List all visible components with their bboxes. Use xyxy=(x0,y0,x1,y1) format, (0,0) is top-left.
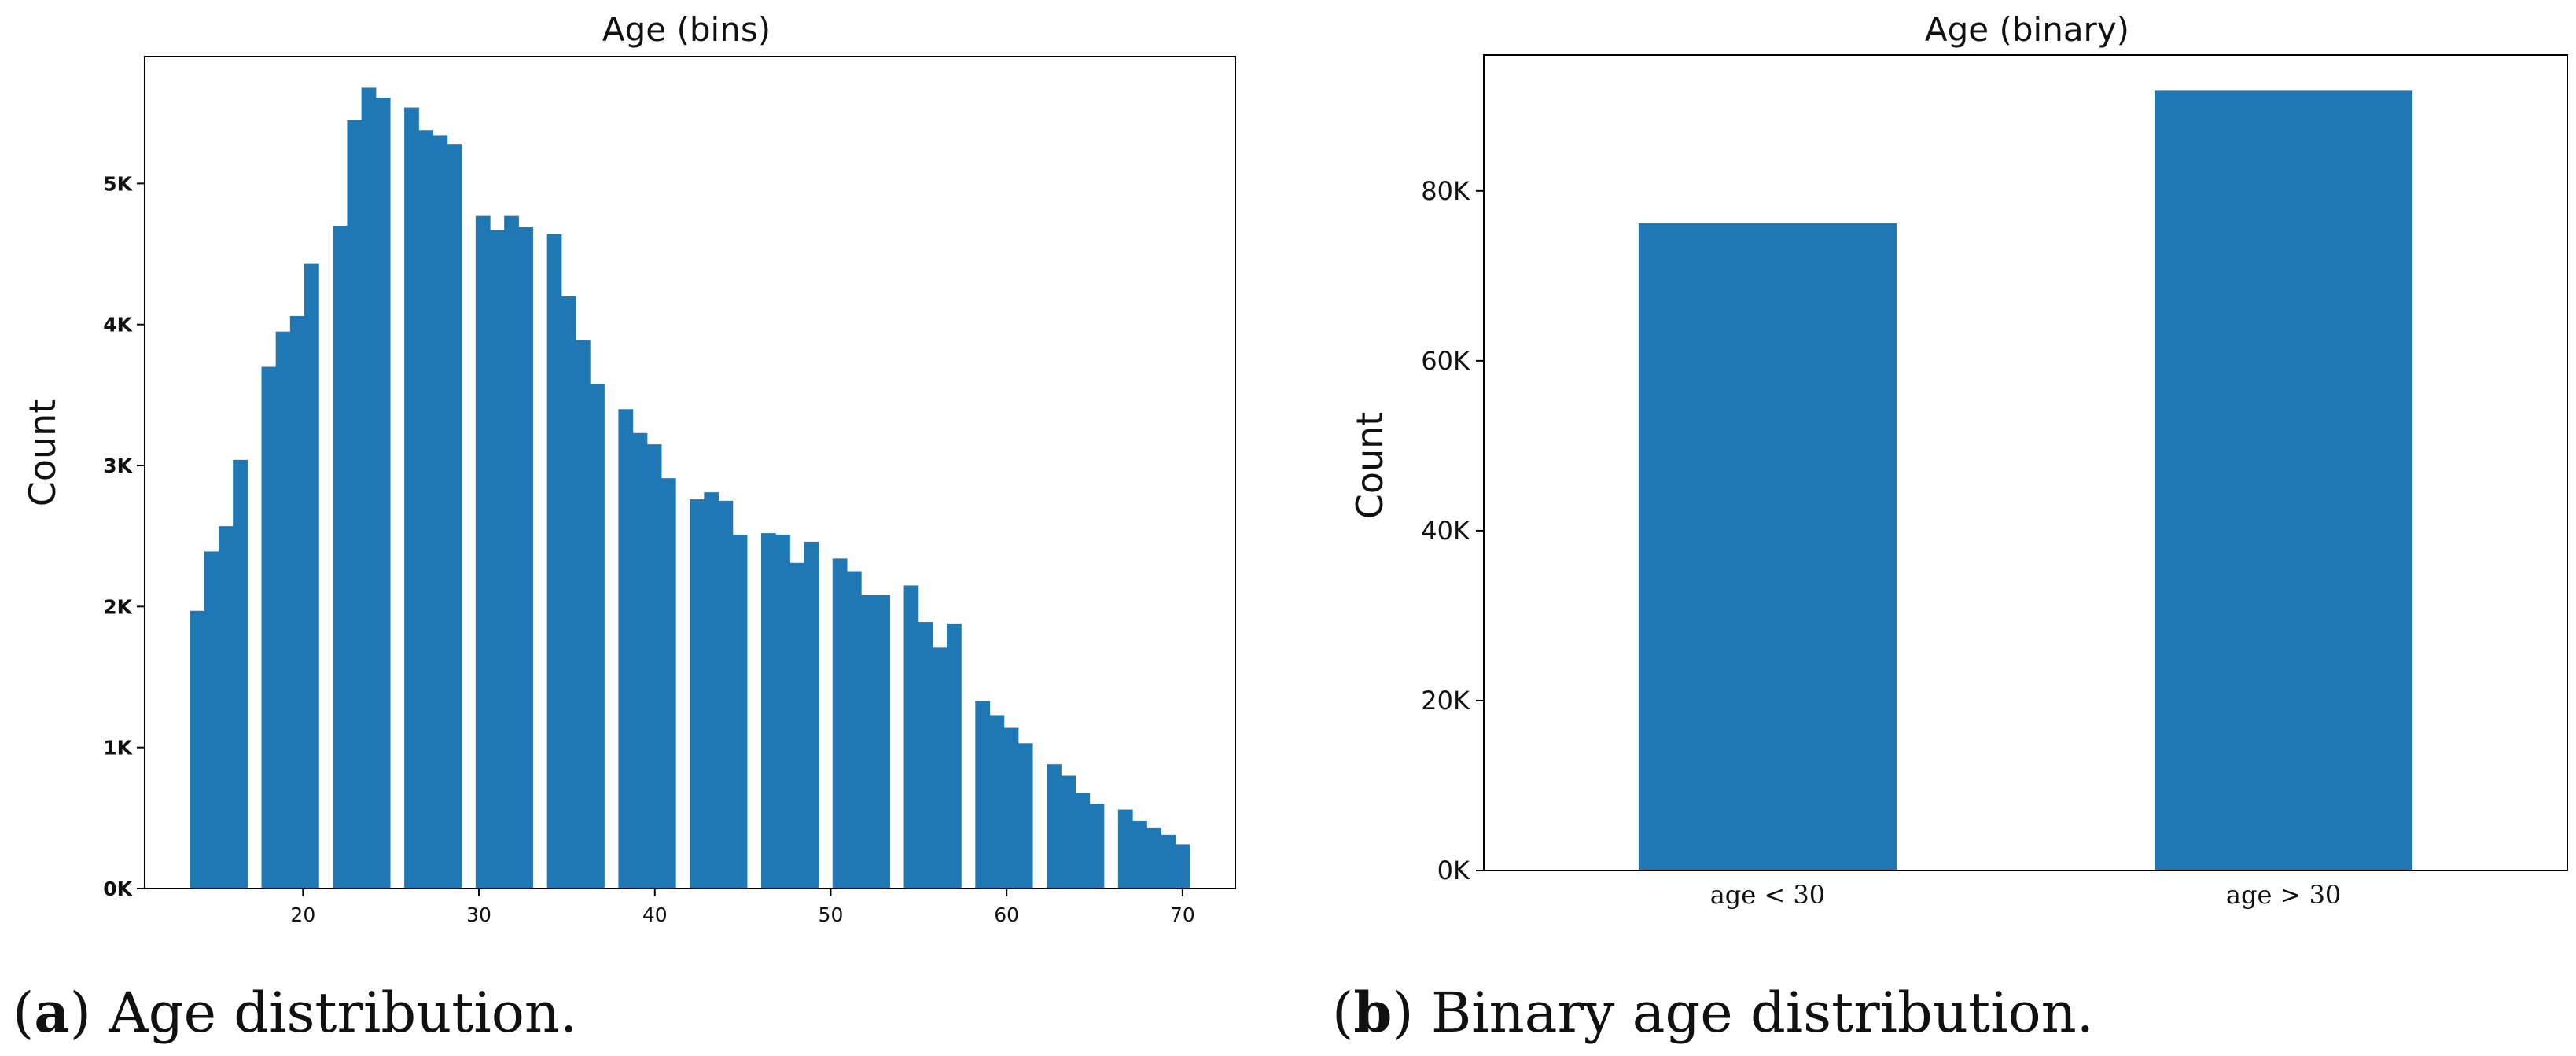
xtick-label: 60 xyxy=(994,903,1019,926)
age-bin-bar xyxy=(1161,834,1176,889)
age-bin-bar xyxy=(804,541,819,889)
age-bin-bar xyxy=(233,459,248,889)
age-bin-bar xyxy=(590,384,605,889)
age-bin-bar xyxy=(575,340,591,889)
age-binary-xticks: age < 30 age > 30 xyxy=(1710,880,2342,910)
age-bin-bar xyxy=(832,558,848,889)
ytick-label: 3K xyxy=(103,454,133,477)
ytick-label: 4K xyxy=(103,314,133,337)
ytick-label: 40K xyxy=(1421,516,1470,546)
age-bin-bar xyxy=(760,533,776,889)
age-bin-bar xyxy=(1089,804,1105,889)
age-bins-title: Age (bins) xyxy=(602,10,771,49)
age-binary-title: Age (binary) xyxy=(1925,10,2129,49)
age-bin-bar xyxy=(1075,793,1091,889)
age-bin-bar xyxy=(361,87,377,889)
ytick-label: 0K xyxy=(1437,855,1470,885)
age-bins-xticks: 20 30 40 50 60 70 xyxy=(290,889,1195,926)
ytick-label: 2K xyxy=(103,595,133,618)
age-bin-bar xyxy=(789,562,805,889)
age-bin-bar xyxy=(418,130,433,889)
age-bin-bar xyxy=(190,610,205,889)
age-bins-bars xyxy=(190,87,1190,889)
age-bin-bar xyxy=(375,98,391,889)
age-bin-bar xyxy=(518,226,534,889)
xtick-label: 20 xyxy=(290,903,315,926)
age-bin-bar xyxy=(204,551,219,889)
xtick-label: 30 xyxy=(466,903,491,926)
caption-a-text: Age distribution. xyxy=(91,981,577,1045)
ytick-label: 1K xyxy=(103,737,133,760)
xtick-label: age < 30 xyxy=(1710,880,1825,910)
age-bins-chart: Age (bins) Count 0K 1K 2K 3K 4K 5K 20 30 40 50 60… xyxy=(21,10,1236,926)
caption-b-letter: b xyxy=(1353,980,1392,1045)
age-bin-bar xyxy=(289,315,305,889)
age-bin-bar xyxy=(1146,827,1161,889)
age-bin-bar xyxy=(490,230,505,889)
age-bin-bar xyxy=(704,492,719,889)
age-bins-ylabel: Count xyxy=(21,399,64,507)
age-bin-bar xyxy=(432,135,448,889)
age-bin-bar xyxy=(646,444,662,889)
ytick-label: 60K xyxy=(1421,346,1470,376)
age-bin-bar xyxy=(618,409,634,889)
age-bin-bar xyxy=(1047,764,1062,889)
age-bin-bar xyxy=(261,366,277,889)
age-bin-bar xyxy=(1018,743,1033,889)
age-bin-bar xyxy=(947,623,962,889)
xtick-label: 40 xyxy=(642,903,668,926)
age-bin-bar xyxy=(304,263,319,889)
age-bin-bar xyxy=(903,585,919,889)
ytick-label: 80K xyxy=(1421,176,1470,206)
age-bin-bar xyxy=(504,215,519,889)
ytick-label: 0K xyxy=(103,878,133,900)
age-binary-chart: Age (binary) Count 0K 20K 40K 60K 80K age < … xyxy=(1349,10,2568,910)
age-binary-bar xyxy=(1638,223,1897,870)
age-bin-bar xyxy=(475,215,491,889)
age-bin-bar xyxy=(447,144,462,889)
age-binary-bar xyxy=(2155,90,2413,871)
age-bin-bar xyxy=(932,647,948,889)
age-bin-bar xyxy=(661,478,676,889)
age-binary-bars xyxy=(1638,90,2413,871)
xtick-label: age > 30 xyxy=(2226,880,2341,910)
age-bin-bar xyxy=(347,120,362,889)
age-bin-bar xyxy=(561,296,576,889)
age-bins-axes-frame xyxy=(144,56,1236,889)
ytick-label: 20K xyxy=(1421,686,1470,716)
age-bin-bar xyxy=(718,500,734,889)
caption-a: (a) Age distribution. xyxy=(13,980,577,1045)
age-bin-bar xyxy=(1117,809,1133,889)
age-bin-bar xyxy=(1061,775,1076,889)
age-bin-bar xyxy=(546,234,562,889)
age-bins-yticks: 0K 1K 2K 3K 4K 5K xyxy=(103,172,145,900)
age-bin-bar xyxy=(846,571,862,889)
age-bin-bar xyxy=(975,701,991,889)
age-bin-bar xyxy=(1132,820,1147,889)
age-bin-bar xyxy=(918,622,933,889)
caption-b: (b) Binary age distribution. xyxy=(1332,980,2094,1045)
caption-b-text: Binary age distribution. xyxy=(1414,981,2094,1045)
age-bin-bar xyxy=(861,595,876,889)
age-bin-bar xyxy=(1003,727,1019,889)
age-bin-bar xyxy=(632,432,648,889)
age-bin-bar xyxy=(333,226,348,889)
age-bin-bar xyxy=(732,534,748,889)
xtick-label: 50 xyxy=(819,903,844,926)
age-binary-axes-frame xyxy=(1483,54,2568,871)
xtick-label: 70 xyxy=(1170,903,1195,926)
age-bin-bar xyxy=(775,534,790,889)
age-bin-bar xyxy=(1175,844,1190,889)
age-bin-bar xyxy=(690,499,705,889)
age-bin-bar xyxy=(875,595,890,889)
age-bin-bar xyxy=(989,715,1005,889)
age-bin-bar xyxy=(275,331,291,889)
age-binary-ylabel: Count xyxy=(1349,412,1391,520)
age-bin-bar xyxy=(219,526,234,889)
caption-a-letter: a xyxy=(34,980,69,1045)
ytick-label: 5K xyxy=(103,172,133,195)
age-binary-yticks: 0K 20K 40K 60K 80K xyxy=(1421,176,1484,885)
age-bin-bar xyxy=(404,107,419,889)
